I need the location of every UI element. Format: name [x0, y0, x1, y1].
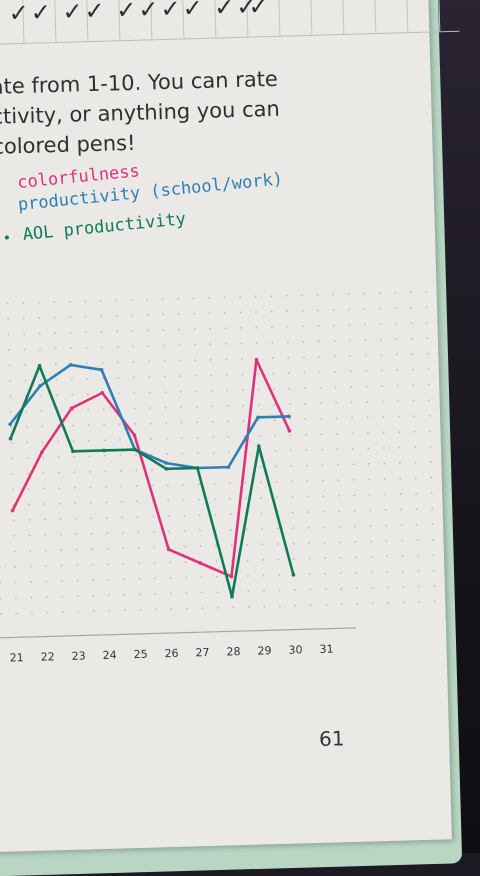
x-tick-label: 22: [40, 650, 54, 663]
x-tick-label: 28: [226, 645, 240, 658]
x-tick-label: 24: [102, 649, 116, 662]
x-tick-label: 23: [71, 649, 85, 662]
line-chart: 21 22 23 24 25 26 27 28 29 30 31: [0, 0, 448, 714]
x-tick-label: 30: [288, 643, 302, 656]
series-line-productivity: [9, 359, 291, 473]
notebook-page: ✓✓ ✓✓ ✓✓✓✓ ✓✓ ✓ ate from 1-10. You can r…: [0, 0, 452, 852]
x-tick-label: 29: [257, 644, 271, 657]
x-tick-label: 21: [9, 651, 23, 664]
x-tick-label: 31: [319, 643, 333, 656]
x-axis-line: [0, 628, 356, 638]
x-tick-label: 26: [164, 647, 178, 660]
x-tick-label: 27: [195, 646, 209, 659]
page-number: 61: [319, 726, 345, 751]
x-tick-label: 25: [133, 648, 147, 661]
dot-grid: [0, 291, 436, 615]
